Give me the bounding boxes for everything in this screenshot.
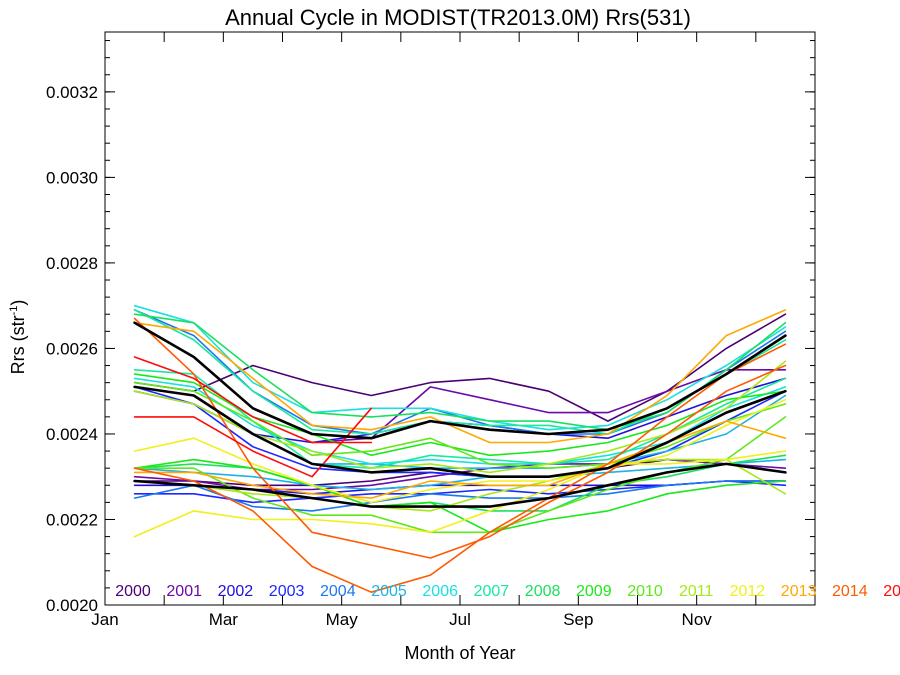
x-tick-label: Jan [91,610,118,629]
series-line [133,462,787,508]
y-tick-label: 0.0022 [46,510,98,529]
x-tick-label: Jul [449,610,471,629]
legend-entry: 2001 [166,583,202,600]
legend: 2000 2001 2002 2003 2004 2005 2006 2007 2008 2009… [115,583,900,600]
series-line [133,304,787,431]
series-line [133,381,787,469]
x-tick-label: May [326,610,359,629]
series-line [133,317,787,559]
series-climatology [133,321,787,508]
series-line [133,480,787,512]
series-line [133,386,787,478]
x-axis-label: Month of Year [404,643,515,663]
y-axis-label: Rrs (str-1) [8,300,28,375]
y-tick-label: 0.0032 [46,83,98,102]
legend-entry: 2015 [883,583,900,600]
legend-entry: 2010 [627,583,663,600]
series-line [133,356,373,444]
series-line [133,313,787,431]
x-tick-label: Nov [682,610,713,629]
series-line [133,458,787,534]
y-tick-label: 0.0024 [46,425,98,444]
legend-entry: 2012 [730,583,766,600]
legend-entry: 2003 [269,583,305,600]
x-tick-label: Sep [563,610,593,629]
y-axis-label-sup: -1 [8,306,20,316]
y-axis-label-close: ) [8,300,28,306]
axes: 0.0020 0.0022 0.0024 0.0026 0.0028 0.0030 0.00… [46,31,816,629]
legend-entry: 2013 [781,583,817,600]
series-group [133,304,787,593]
series-line [133,398,787,504]
legend-entry: 2008 [525,583,561,600]
y-tick-label: 0.0020 [46,596,98,615]
series-2014 [133,317,787,593]
series-line [133,450,787,538]
series-line [133,321,787,440]
legend-entry: 2000 [115,583,151,600]
y-tick-label: 0.0026 [46,339,98,358]
chart-title: Annual Cycle in MODIST(TR2013.0M) Rrs(53… [225,5,691,30]
series-line [133,458,787,491]
series-2012 [133,398,787,538]
y-axis-label-main: Rrs (str [8,315,28,374]
series-line [133,407,373,478]
legend-entry: 2002 [218,583,254,600]
y-tick-label: 0.0030 [46,168,98,187]
series-line [133,385,787,478]
legend-entry: 2007 [474,583,510,600]
legend-entry: 2014 [832,583,868,600]
series-2015 [133,356,373,478]
series-line [133,343,787,593]
legend-entry: 2004 [320,583,356,600]
legend-entry: 2009 [576,583,612,600]
legend-entry: 2005 [371,583,407,600]
y-tick-label: 0.0028 [46,254,98,273]
series-line [133,309,787,444]
legend-entry: 2011 [679,583,714,600]
legend-entry: 2006 [422,583,458,600]
x-tick-label: Mar [209,610,239,629]
series-line [133,458,787,512]
